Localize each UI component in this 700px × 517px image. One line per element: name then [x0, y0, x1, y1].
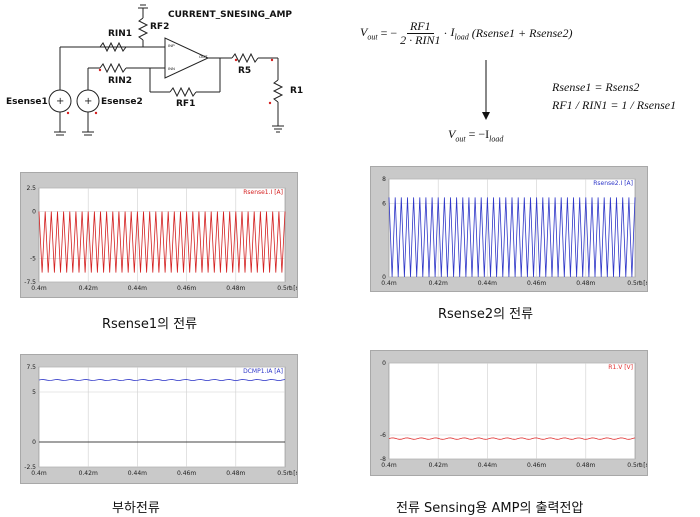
schematic-drawing: + + [0, 0, 340, 150]
x-tick-label: 0.4m [381, 462, 397, 469]
x-tick-label: 0.44m [128, 470, 147, 477]
caption-amp-output: 전류 Sensing용 AMP의 출력전압 [396, 497, 583, 516]
y-tick-label: -8 [380, 456, 386, 463]
eq-vout-sub: out [367, 33, 377, 42]
eq-i-sub: load [454, 33, 468, 42]
eq-result-sub: load [489, 134, 503, 143]
equation-cond1: Rsense1 = Rsens2 [552, 80, 639, 95]
y-tick-label: 0 [382, 360, 386, 367]
label-rf1: RF1 [176, 99, 195, 109]
x-tick-label: 0.48m [576, 462, 595, 469]
x-tick-label: 0.4m [381, 280, 397, 287]
eq-paren: (Rsense1 + Rsense2) [472, 26, 573, 41]
pin-inn: INN [168, 66, 175, 71]
legend-entry: Rsense1.I [A] [243, 189, 283, 196]
svg-text:+: + [56, 96, 64, 107]
plot-area [389, 363, 635, 459]
caption-rsense2: Rsense2의 전류 [438, 303, 533, 322]
y-tick-label: 0 [382, 274, 386, 281]
y-tick-label: -2.5 [24, 464, 36, 471]
x-tick-label: 0.44m [128, 285, 147, 292]
svg-text:+: + [84, 96, 92, 107]
label-r1: R1 [290, 86, 303, 96]
plot-area [389, 179, 635, 277]
x-axis-label: t [s] [289, 285, 297, 292]
x-tick-label: 0.46m [527, 280, 546, 287]
eq-den: 2 · RIN1 [400, 34, 440, 47]
pin-out: OUT [199, 54, 207, 59]
label-rin2: RIN2 [108, 76, 132, 86]
x-tick-label: 0.48m [226, 285, 245, 292]
y-tick-label: 8 [382, 176, 386, 183]
schematic-title: CURRENT_SNESING_AMP [168, 10, 292, 20]
x-tick-label: 0.42m [79, 470, 98, 477]
eq-num: RF1 [407, 20, 434, 34]
plot-area [39, 367, 285, 467]
x-tick-label: 0.4m [31, 285, 47, 292]
x-tick-label: 0.46m [177, 285, 196, 292]
x-axis-label: t [s] [639, 280, 647, 287]
legend-entry: DCMP1.IA [A] [243, 368, 283, 375]
y-tick-label: 7.5 [26, 364, 36, 371]
y-tick-label: 0 [32, 439, 36, 446]
y-tick-label: -7.5 [24, 279, 36, 286]
equation-result: Vout = −Iload [448, 127, 503, 143]
schematic: + + CURRENT_SNESING_AMP RF2 RIN1 RIN2 RF… [0, 0, 340, 150]
eq-result-rhs: = −I [469, 127, 490, 141]
y-tick-label: 6 [382, 201, 386, 208]
eq-dot: · [443, 26, 447, 41]
x-tick-label: 0.42m [429, 462, 448, 469]
equation-main: Vout = − RF1 2 · RIN1 · Iload (Rsense1 +… [360, 20, 572, 47]
x-tick-label: 0.46m [177, 470, 196, 477]
plot-area [39, 188, 285, 282]
caption-rsense1: Rsense1의 전류 [102, 313, 197, 332]
x-tick-label: 0.4m [31, 470, 47, 477]
x-tick-label: 0.48m [576, 280, 595, 287]
legend-entry: Rsense2.I [A] [593, 180, 633, 187]
x-axis-label: t [s] [639, 462, 647, 469]
y-tick-label: -6 [380, 432, 386, 439]
equation-cond2: RF1 / RIN1 = 1 / Rsense1 [552, 98, 676, 113]
eq-equals: = − [381, 26, 398, 41]
caption-load-current: 부하전류 [112, 497, 160, 516]
arrow-down-icon [480, 60, 492, 122]
x-axis-label: t [s] [289, 470, 297, 477]
x-tick-label: 0.42m [79, 285, 98, 292]
label-rin1: RIN1 [108, 29, 132, 39]
x-tick-label: 0.48m [226, 470, 245, 477]
y-tick-label: 5 [32, 389, 36, 396]
pin-inp: INP [168, 43, 175, 48]
eq-result-vout-sub: out [455, 134, 465, 143]
x-tick-label: 0.46m [527, 462, 546, 469]
x-tick-label: 0.44m [478, 280, 497, 287]
label-rf2: RF2 [150, 22, 169, 32]
y-tick-label: 2.5 [26, 185, 36, 192]
x-tick-label: 0.44m [478, 462, 497, 469]
y-tick-label: -5 [30, 256, 36, 263]
label-esense2: Esense2 [101, 97, 143, 107]
label-r5: R5 [238, 66, 251, 76]
y-tick-label: 0 [32, 209, 36, 216]
legend-entry: R1.V [V] [608, 364, 633, 371]
label-esense1: Esense1 [6, 97, 48, 107]
x-tick-label: 0.42m [429, 280, 448, 287]
